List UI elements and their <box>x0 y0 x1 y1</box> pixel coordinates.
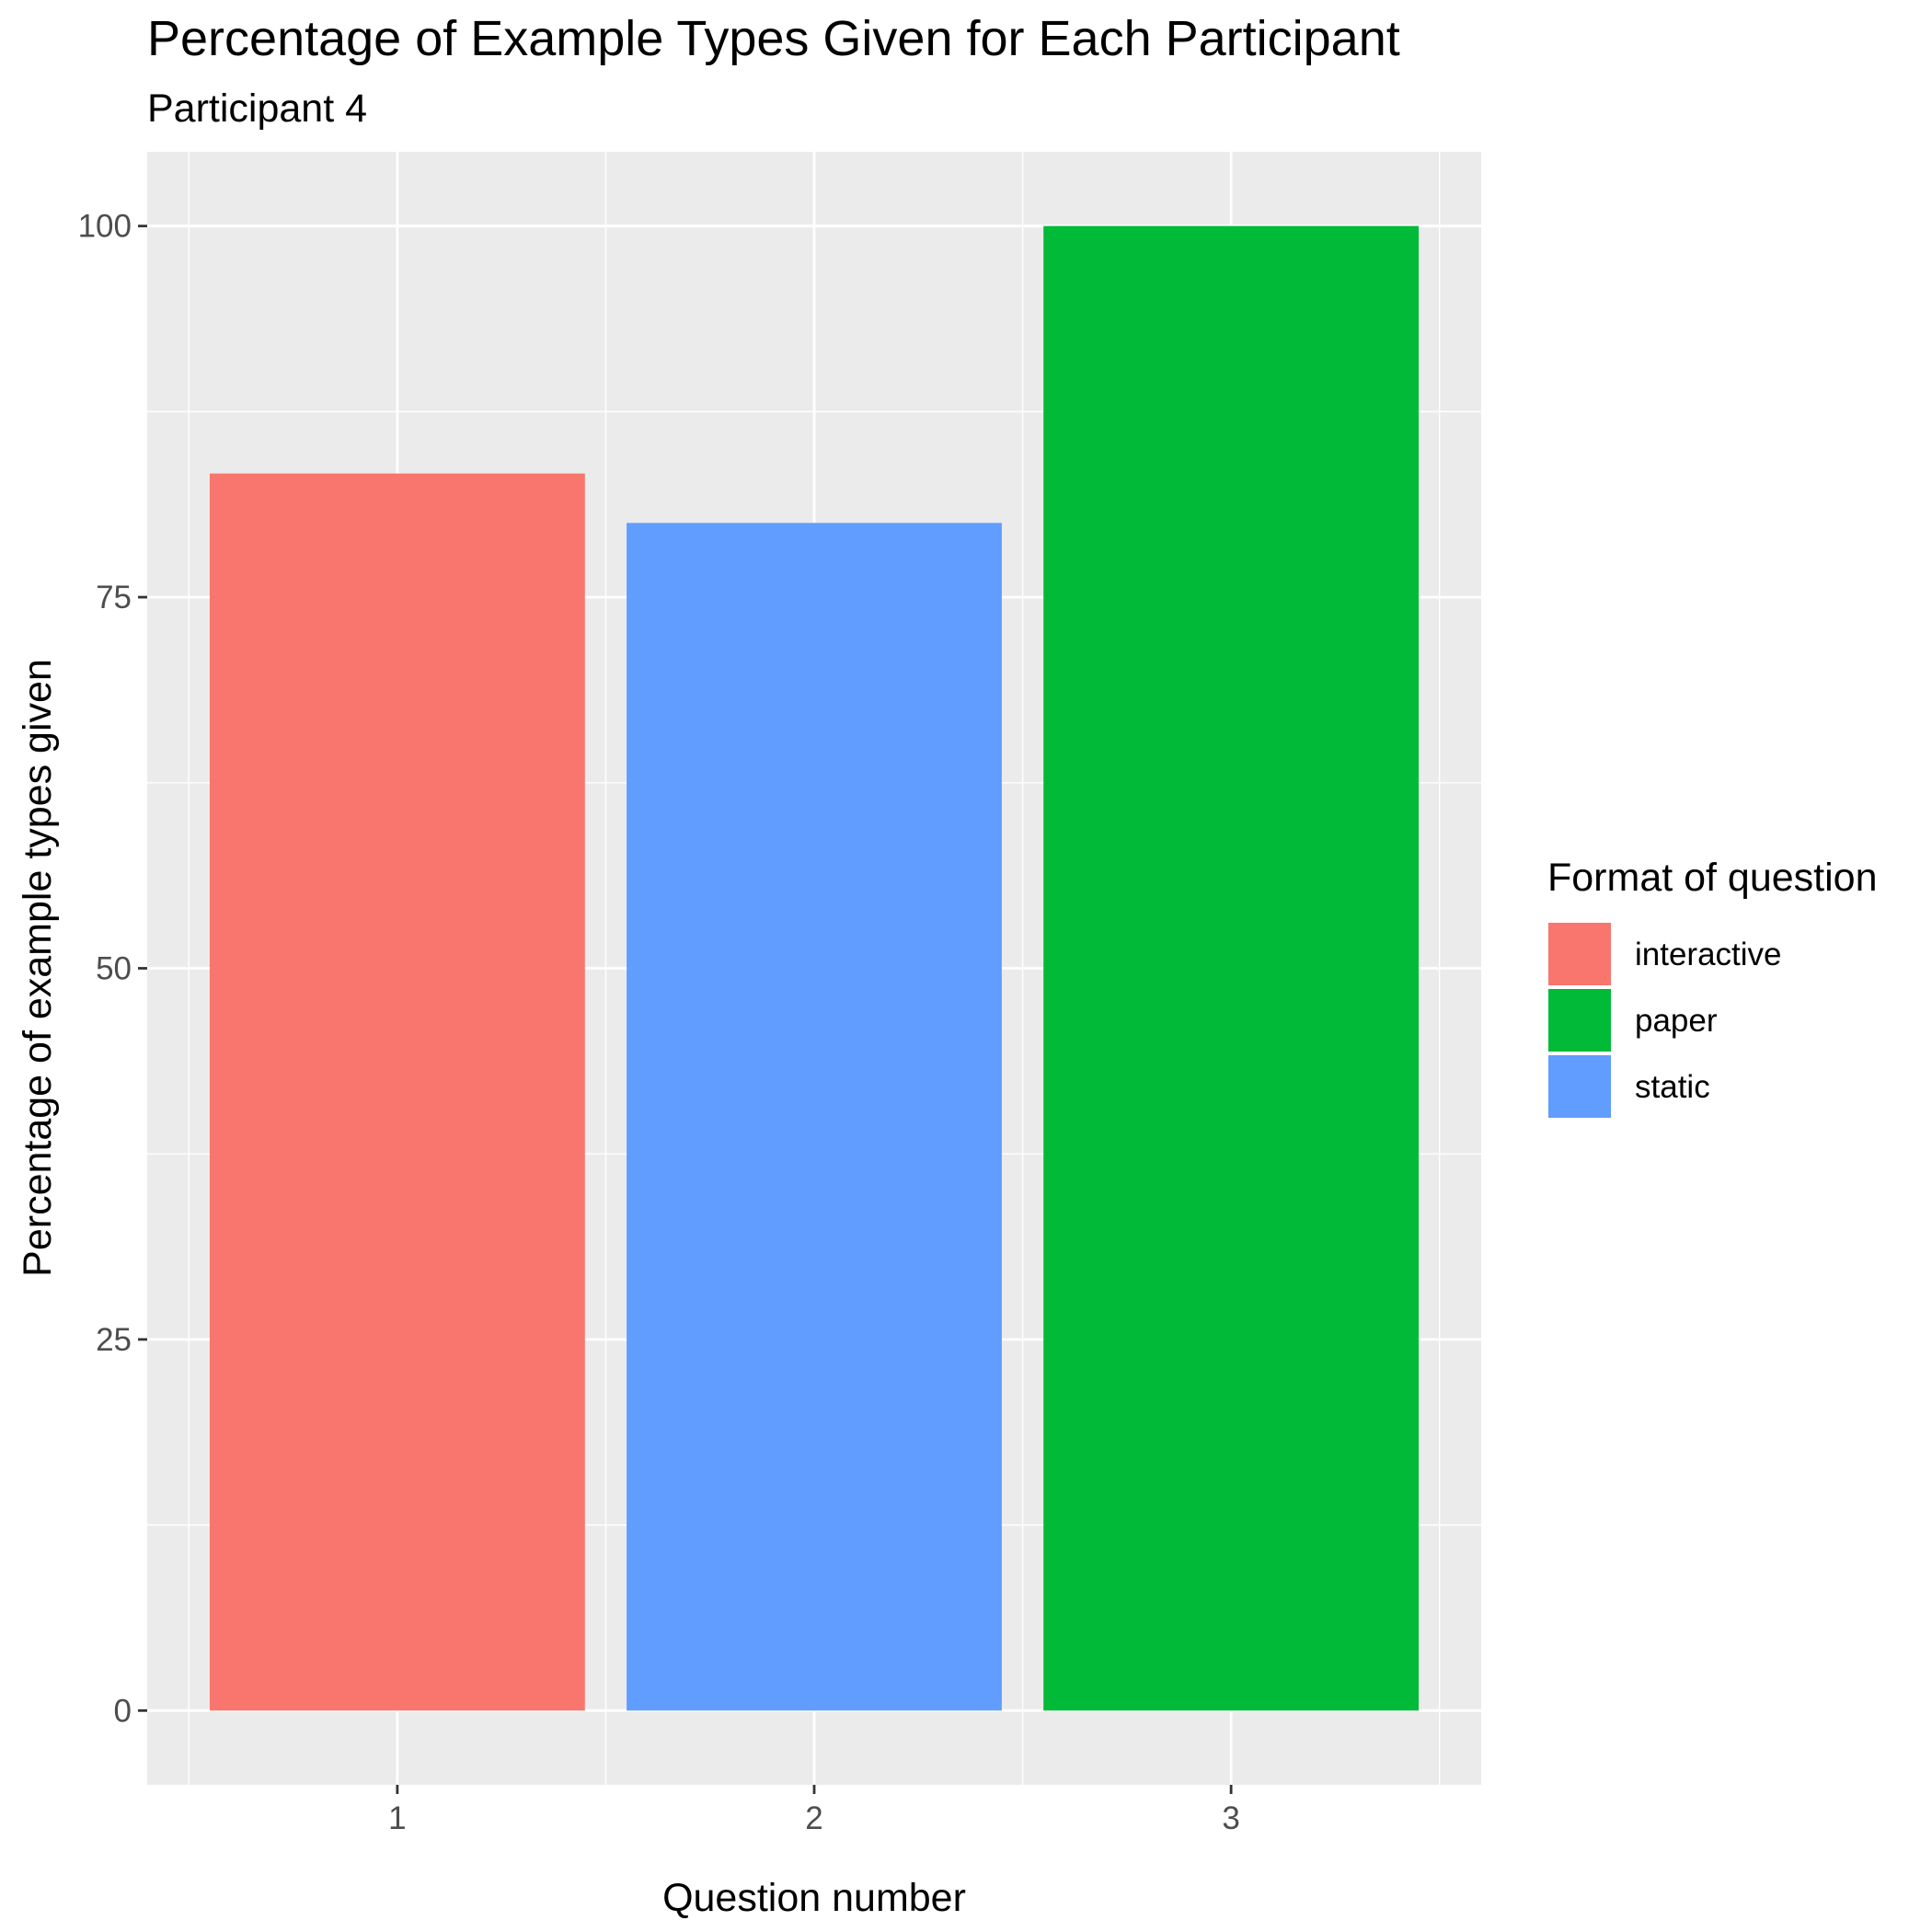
bar-question-2 <box>627 523 1002 1711</box>
legend-title: Format of question <box>1547 856 1878 900</box>
chart-subtitle: Participant 4 <box>147 86 367 131</box>
x-axis-title: Question number <box>662 1876 966 1920</box>
y-tick-label: 0 <box>114 1693 132 1729</box>
y-tick-label: 75 <box>96 580 132 615</box>
axes: 0 25 50 75 100 1 2 3 <box>78 209 1240 1836</box>
legend-key-static <box>1547 1053 1613 1120</box>
legend-key-interactive <box>1547 921 1613 987</box>
legend-label-static: static <box>1635 1069 1710 1105</box>
x-tick-label: 3 <box>1222 1800 1239 1836</box>
y-tick-label: 25 <box>96 1322 132 1358</box>
x-tick-label: 1 <box>388 1800 406 1836</box>
legend-label-interactive: interactive <box>1635 937 1782 972</box>
bars <box>209 225 1420 1711</box>
legend-key-paper <box>1547 987 1613 1053</box>
y-tick-label: 50 <box>96 951 132 987</box>
y-axis-title: Percentage of example types given <box>16 659 60 1277</box>
x-tick-label: 2 <box>805 1800 822 1836</box>
y-tick-label: 100 <box>78 209 132 245</box>
legend-entries: interactive paper static <box>1547 921 1782 1120</box>
legend: Format of question interactive paper stati… <box>1547 856 1878 1120</box>
bar-question-3 <box>1043 225 1420 1711</box>
bar-question-1 <box>209 473 585 1711</box>
legend-label-paper: paper <box>1635 1003 1718 1039</box>
chart-title: Percentage of Example Types Given for Ea… <box>147 11 1400 66</box>
